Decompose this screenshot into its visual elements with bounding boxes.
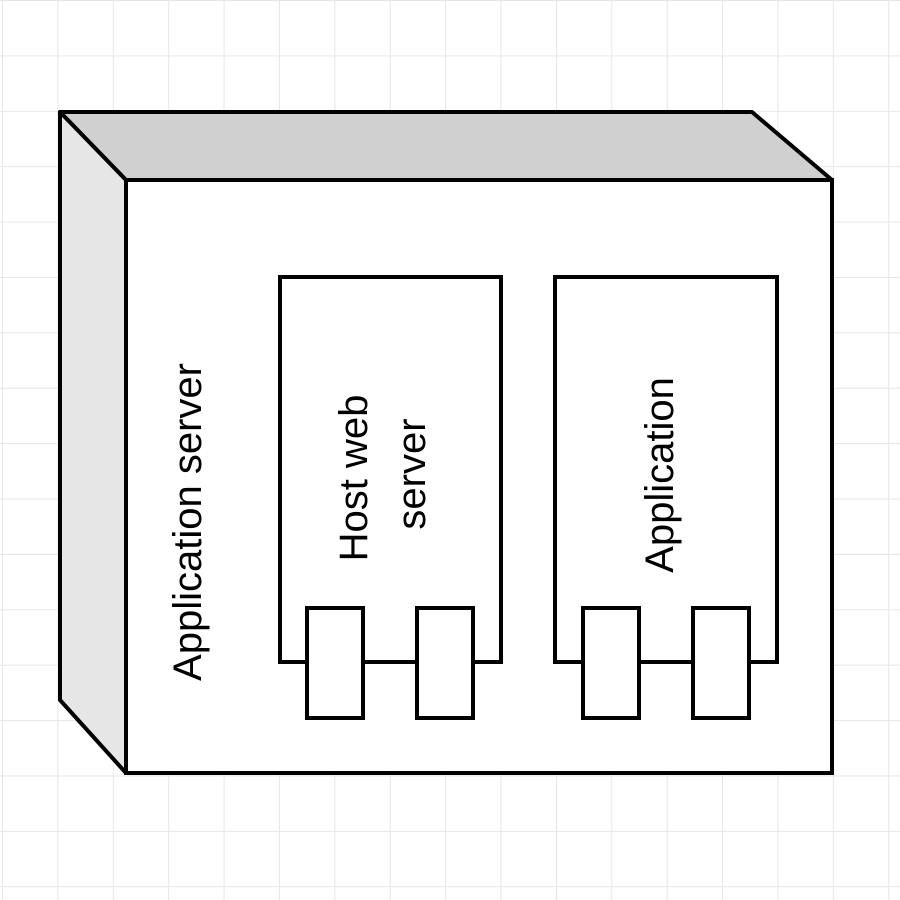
node-label: Application server — [166, 363, 210, 681]
component-host-web-server[interactable]: Host web server — [278, 275, 503, 720]
node-side-face — [58, 110, 128, 775]
component-label-line-2: server — [390, 418, 434, 529]
component-application[interactable]: Application — [553, 275, 779, 720]
component-port-right — [691, 606, 751, 720]
component-port-left — [581, 606, 641, 720]
component-body — [553, 275, 779, 664]
component-port-left — [305, 606, 365, 720]
node-top-face — [58, 110, 834, 182]
component-label-line-1: Host web — [332, 395, 376, 562]
component-label: Application — [638, 377, 682, 573]
component-body — [278, 275, 503, 664]
component-port-right — [415, 606, 475, 720]
